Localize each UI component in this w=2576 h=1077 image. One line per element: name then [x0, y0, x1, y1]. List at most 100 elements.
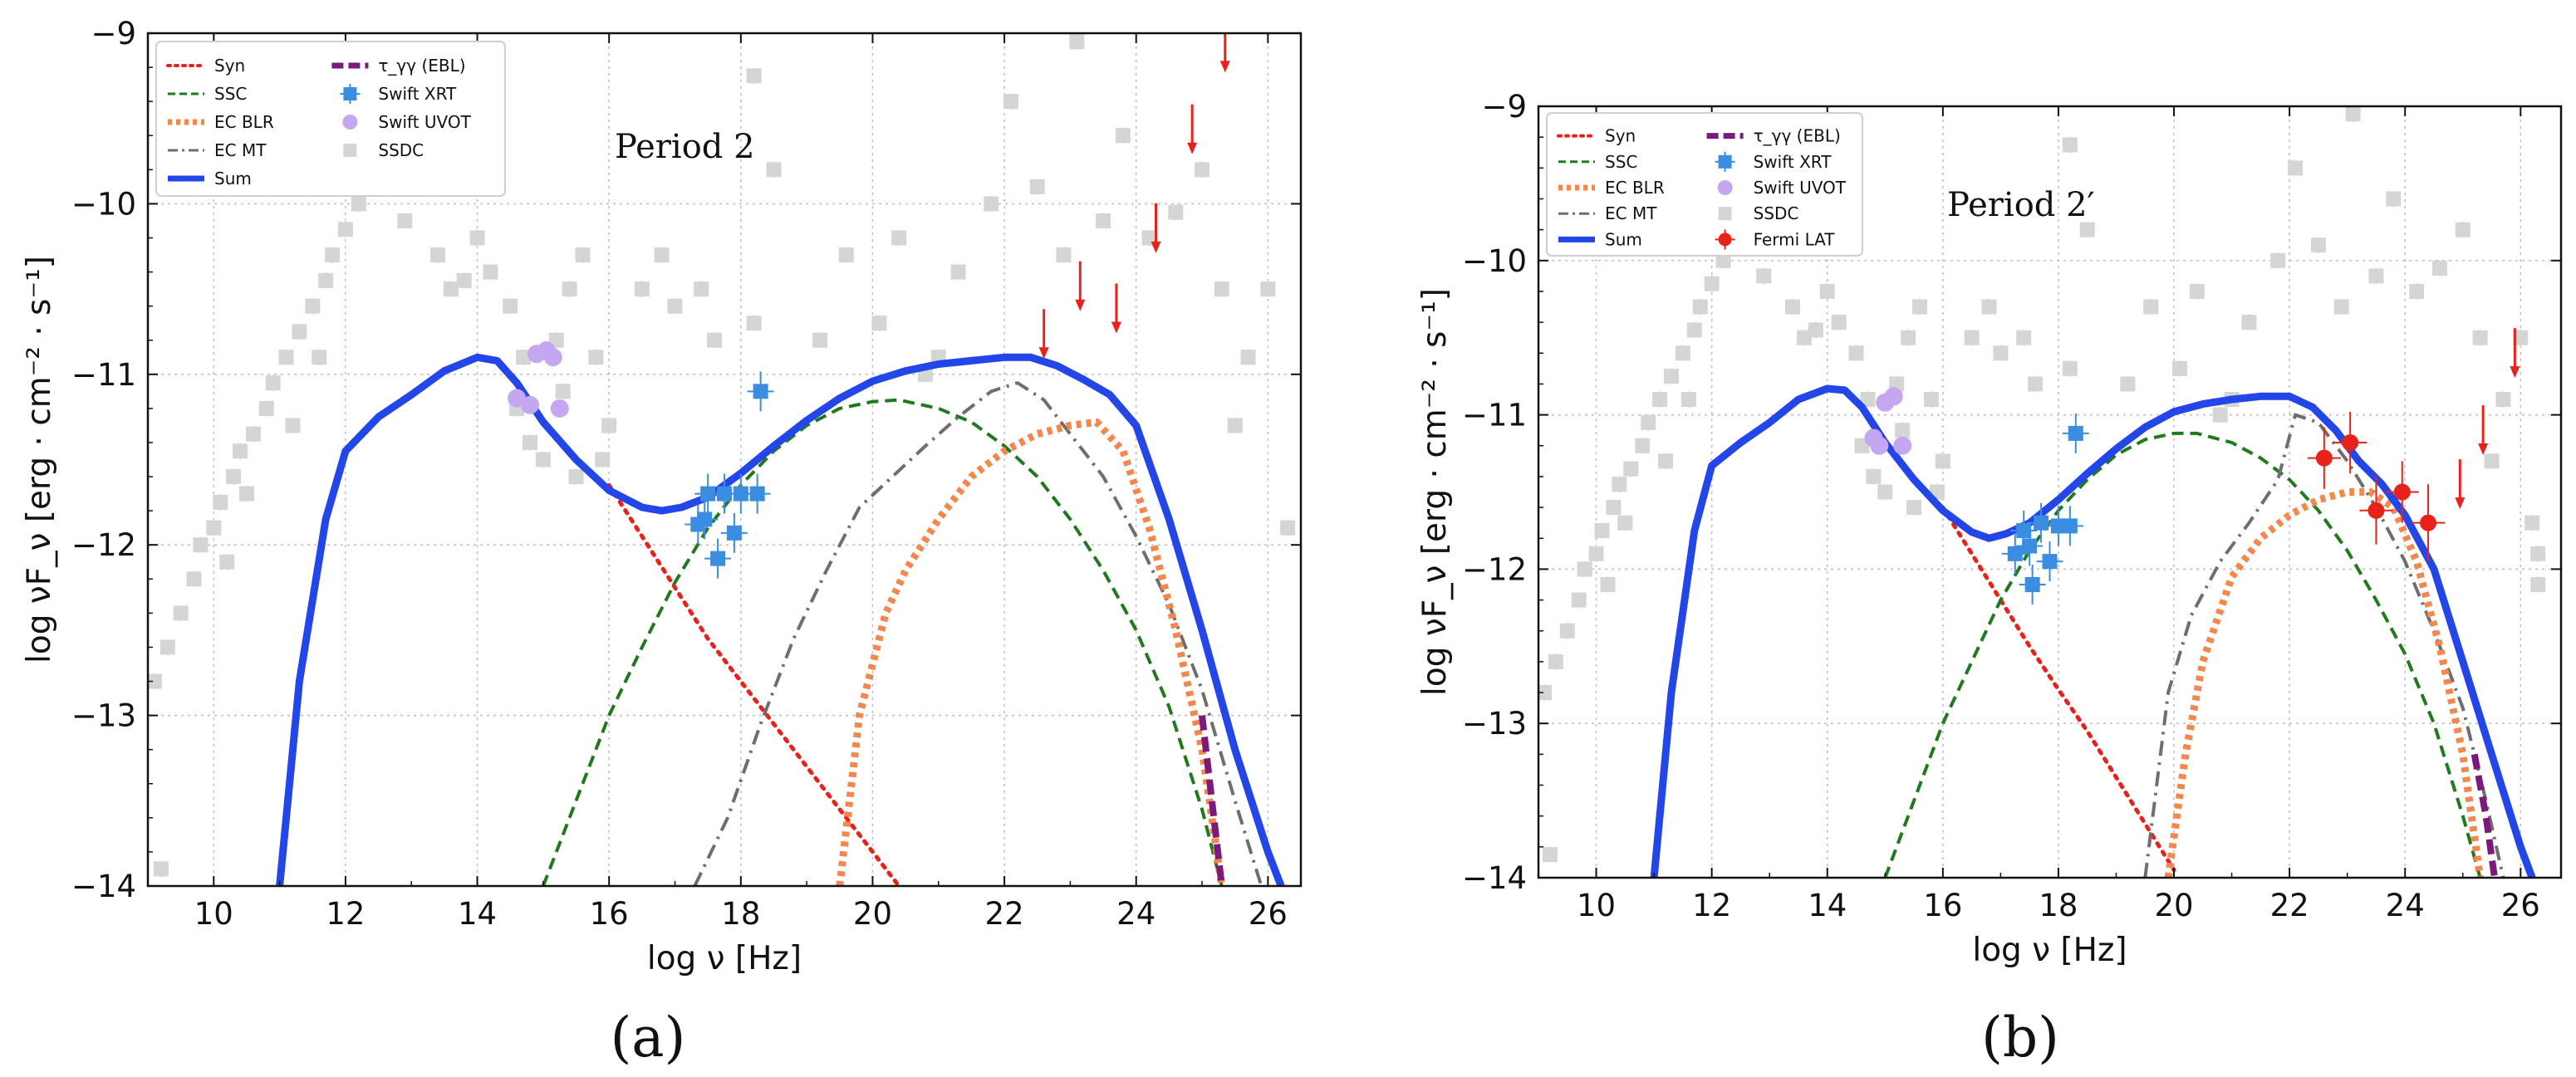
legend-item: τ_γγ (EBL) — [1706, 126, 1841, 146]
ssdc-point — [2530, 576, 2546, 592]
swift-xrt-point — [2024, 576, 2040, 592]
y-tick-label: −13 — [1462, 706, 1527, 742]
ssdc-point — [1819, 283, 1835, 299]
upper-limit-arrowhead — [1219, 61, 1230, 73]
axes-frame — [1537, 105, 2563, 879]
legend-label: Syn — [1605, 126, 1636, 146]
legend-item: Swift XRT — [1715, 151, 1832, 172]
legend-label: SSC — [214, 84, 247, 104]
legend: Syn SSC EC BLR EC MT Sum τ_γγ (EBL) Swift XRT S… — [1546, 112, 1863, 257]
x-tick-label: 18 — [2039, 888, 2078, 923]
x-tick-label: 16 — [590, 896, 629, 932]
ssdc-point — [2455, 222, 2471, 237]
legend-item: SSC — [168, 84, 247, 104]
ssdc-point — [1808, 322, 1823, 338]
ssdc-point — [601, 418, 617, 433]
panel-label: (b) — [1981, 1006, 2059, 1070]
ssdc-point — [2333, 299, 2349, 315]
ssdc-point — [2241, 315, 2257, 330]
ssdc-point — [278, 350, 294, 365]
ssdc-point — [2028, 376, 2044, 392]
ssdc-point — [318, 272, 334, 288]
ssdc-point — [2472, 330, 2488, 345]
ssdc-point — [1577, 561, 1592, 577]
y-axis-label: log νF_ν [erg · cm⁻² · s⁻¹] — [21, 256, 58, 663]
ssdc-point — [838, 247, 854, 263]
legend-label: EC BLR — [214, 112, 274, 132]
ssdc-point — [1681, 392, 1696, 408]
ssdc-point — [1227, 418, 1243, 433]
ssdc-point — [1663, 369, 1679, 384]
swift-xrt-point — [700, 486, 716, 502]
ssdc-point — [2368, 268, 2384, 284]
ssdc-point — [2120, 376, 2136, 392]
legend-item: Syn — [1557, 126, 1636, 146]
x-tick-label: 26 — [2501, 888, 2540, 923]
legend-item: τ_γγ (EBL) — [331, 56, 466, 76]
ssdc-point — [1168, 204, 1184, 220]
ssdc-point — [292, 324, 307, 340]
ssdc-point — [469, 230, 485, 246]
swift-xrt-point — [2022, 538, 2038, 554]
swift-uvot-point — [1884, 387, 1903, 406]
x-tick-label: 20 — [2154, 888, 2193, 923]
ssdc-point — [1901, 330, 1916, 345]
upper-limit-arrowhead — [2510, 366, 2520, 379]
legend-item: Sum — [1558, 229, 1642, 249]
ssdc-point — [1641, 414, 1656, 430]
swift-uvot-point — [1893, 436, 1912, 455]
x-tick-label: 22 — [985, 896, 1024, 932]
legend-item: SSDC — [1718, 203, 1798, 223]
ssdc-point — [305, 298, 321, 314]
ssdc-point — [1675, 345, 1690, 361]
ssdc-point — [1612, 477, 1627, 492]
ssdc-point — [595, 452, 611, 468]
legend-label: τ_γγ (EBL) — [378, 56, 465, 76]
ssdc-point — [2530, 546, 2546, 561]
ssdc-point — [523, 434, 538, 450]
ssdc-point — [1195, 162, 1210, 178]
series-ec-mt — [693, 381, 1263, 886]
ssdc-point — [2409, 283, 2425, 299]
legend-label: Syn — [214, 56, 245, 76]
upper-limit-arrowhead — [1151, 241, 1161, 253]
swift-xrt-point — [2016, 522, 2032, 538]
ssdc-point — [173, 605, 189, 621]
legend-item: EC MT — [1558, 203, 1657, 223]
legend-item: Syn — [166, 56, 245, 76]
series-syn — [606, 482, 902, 886]
ssdc-point — [707, 332, 723, 348]
x-tick-label: 12 — [1692, 888, 1731, 923]
ssdc-point — [2524, 515, 2540, 531]
ssdc-point — [148, 673, 162, 689]
swift-uvot-point — [543, 348, 562, 367]
ssdc-point — [535, 452, 551, 468]
ssdc-point — [186, 571, 202, 587]
ssdc-point — [1240, 350, 1256, 365]
ssdc-point — [153, 861, 169, 877]
ssdc-point — [984, 196, 999, 212]
ssdc-point — [575, 247, 591, 263]
legend-label: EC MT — [1605, 203, 1657, 223]
x-tick-label: 10 — [194, 896, 233, 932]
ssdc-point — [1796, 330, 1812, 345]
ssdc-point — [555, 384, 571, 399]
swift-xrt-point — [2007, 546, 2023, 561]
swift-xrt-point — [749, 486, 765, 502]
swift-xrt-point — [710, 551, 726, 566]
ssdc-point — [325, 247, 341, 263]
legend: Syn SSC EC BLR EC MT Sum τ_γγ (EBL) Swift XRT S… — [155, 41, 506, 197]
ssdc-point — [1588, 546, 1604, 561]
period-label: Period 2′ — [1947, 186, 2095, 224]
ssdc-point — [2016, 330, 2032, 345]
ssdc-point — [2431, 261, 2447, 277]
y-tick-label: −9 — [91, 16, 136, 51]
ssdc-point — [206, 520, 222, 536]
ssdc-point — [503, 298, 518, 314]
fermi-lat-point — [2315, 449, 2333, 467]
period-label: Period 2 — [615, 128, 755, 166]
swift-uvot-point — [550, 399, 569, 418]
legend-box — [155, 41, 506, 197]
ssdc-point — [1600, 576, 1616, 592]
ssdc-point — [516, 350, 532, 365]
